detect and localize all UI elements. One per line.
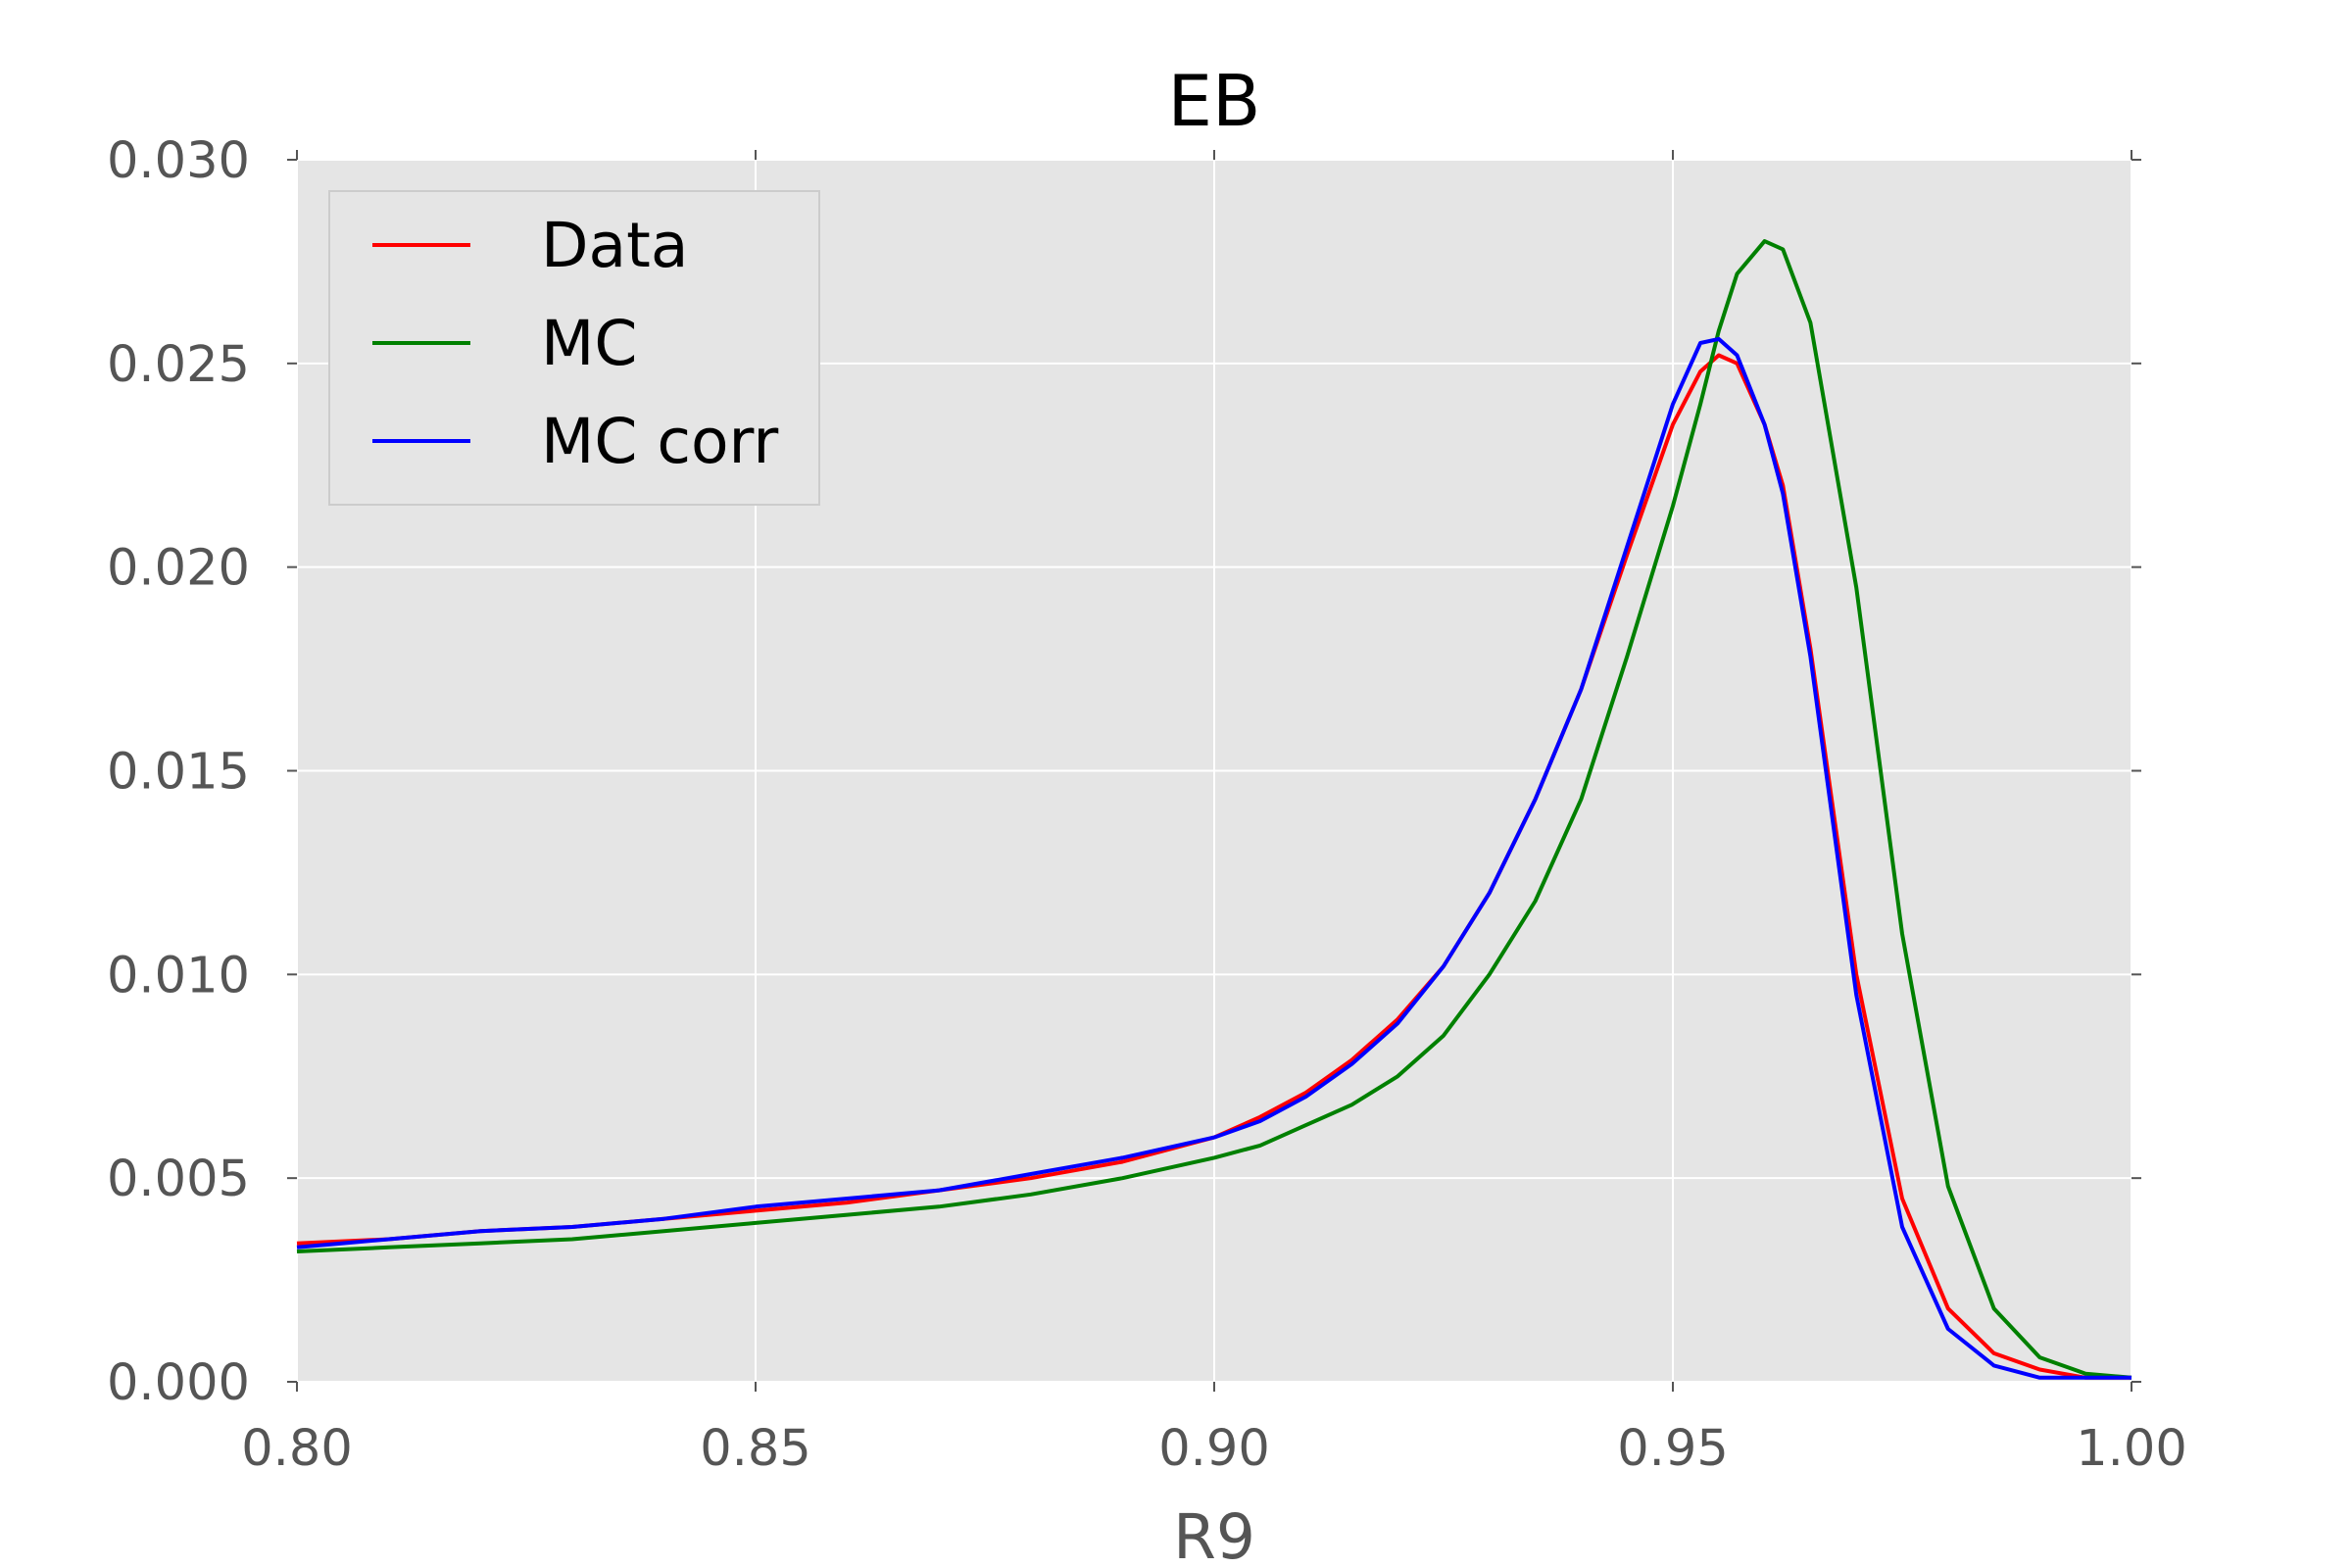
legend: Data MC MC corr — [328, 190, 820, 506]
legend-label-mc-corr: MC corr — [541, 406, 778, 477]
legend-label-data: Data — [541, 210, 688, 281]
axis-ticks: 0.80 0.85 0.90 0.95 1.00 0.000 0.005 0.010 0.015… — [107, 132, 2187, 1478]
y-tick-label: 0.000 — [107, 1354, 250, 1412]
series-line-mc-corr — [296, 336, 2132, 1380]
x-tick-label: 0.80 — [241, 1420, 353, 1478]
x-tick-label: 1.00 — [2076, 1420, 2187, 1478]
y-tick-label: 0.020 — [107, 540, 250, 598]
x-tick-label: 0.95 — [1617, 1420, 1729, 1478]
y-tick-label: 0.025 — [107, 336, 250, 394]
x-tick-label: 0.85 — [700, 1420, 811, 1478]
y-tick-label: 0.015 — [107, 744, 250, 802]
x-tick-label: 0.90 — [1158, 1420, 1270, 1478]
chart-title: EB — [1168, 60, 1261, 142]
y-tick-label: 0.030 — [107, 132, 250, 190]
y-tick-label: 0.005 — [107, 1151, 250, 1208]
x-axis-label: R9 — [1173, 1501, 1255, 1568]
y-tick-label: 0.010 — [107, 947, 250, 1004]
grid — [296, 159, 2132, 1383]
series-line-mc — [296, 239, 2132, 1380]
legend-label-mc: MC — [541, 308, 637, 379]
series-group — [296, 239, 2132, 1380]
